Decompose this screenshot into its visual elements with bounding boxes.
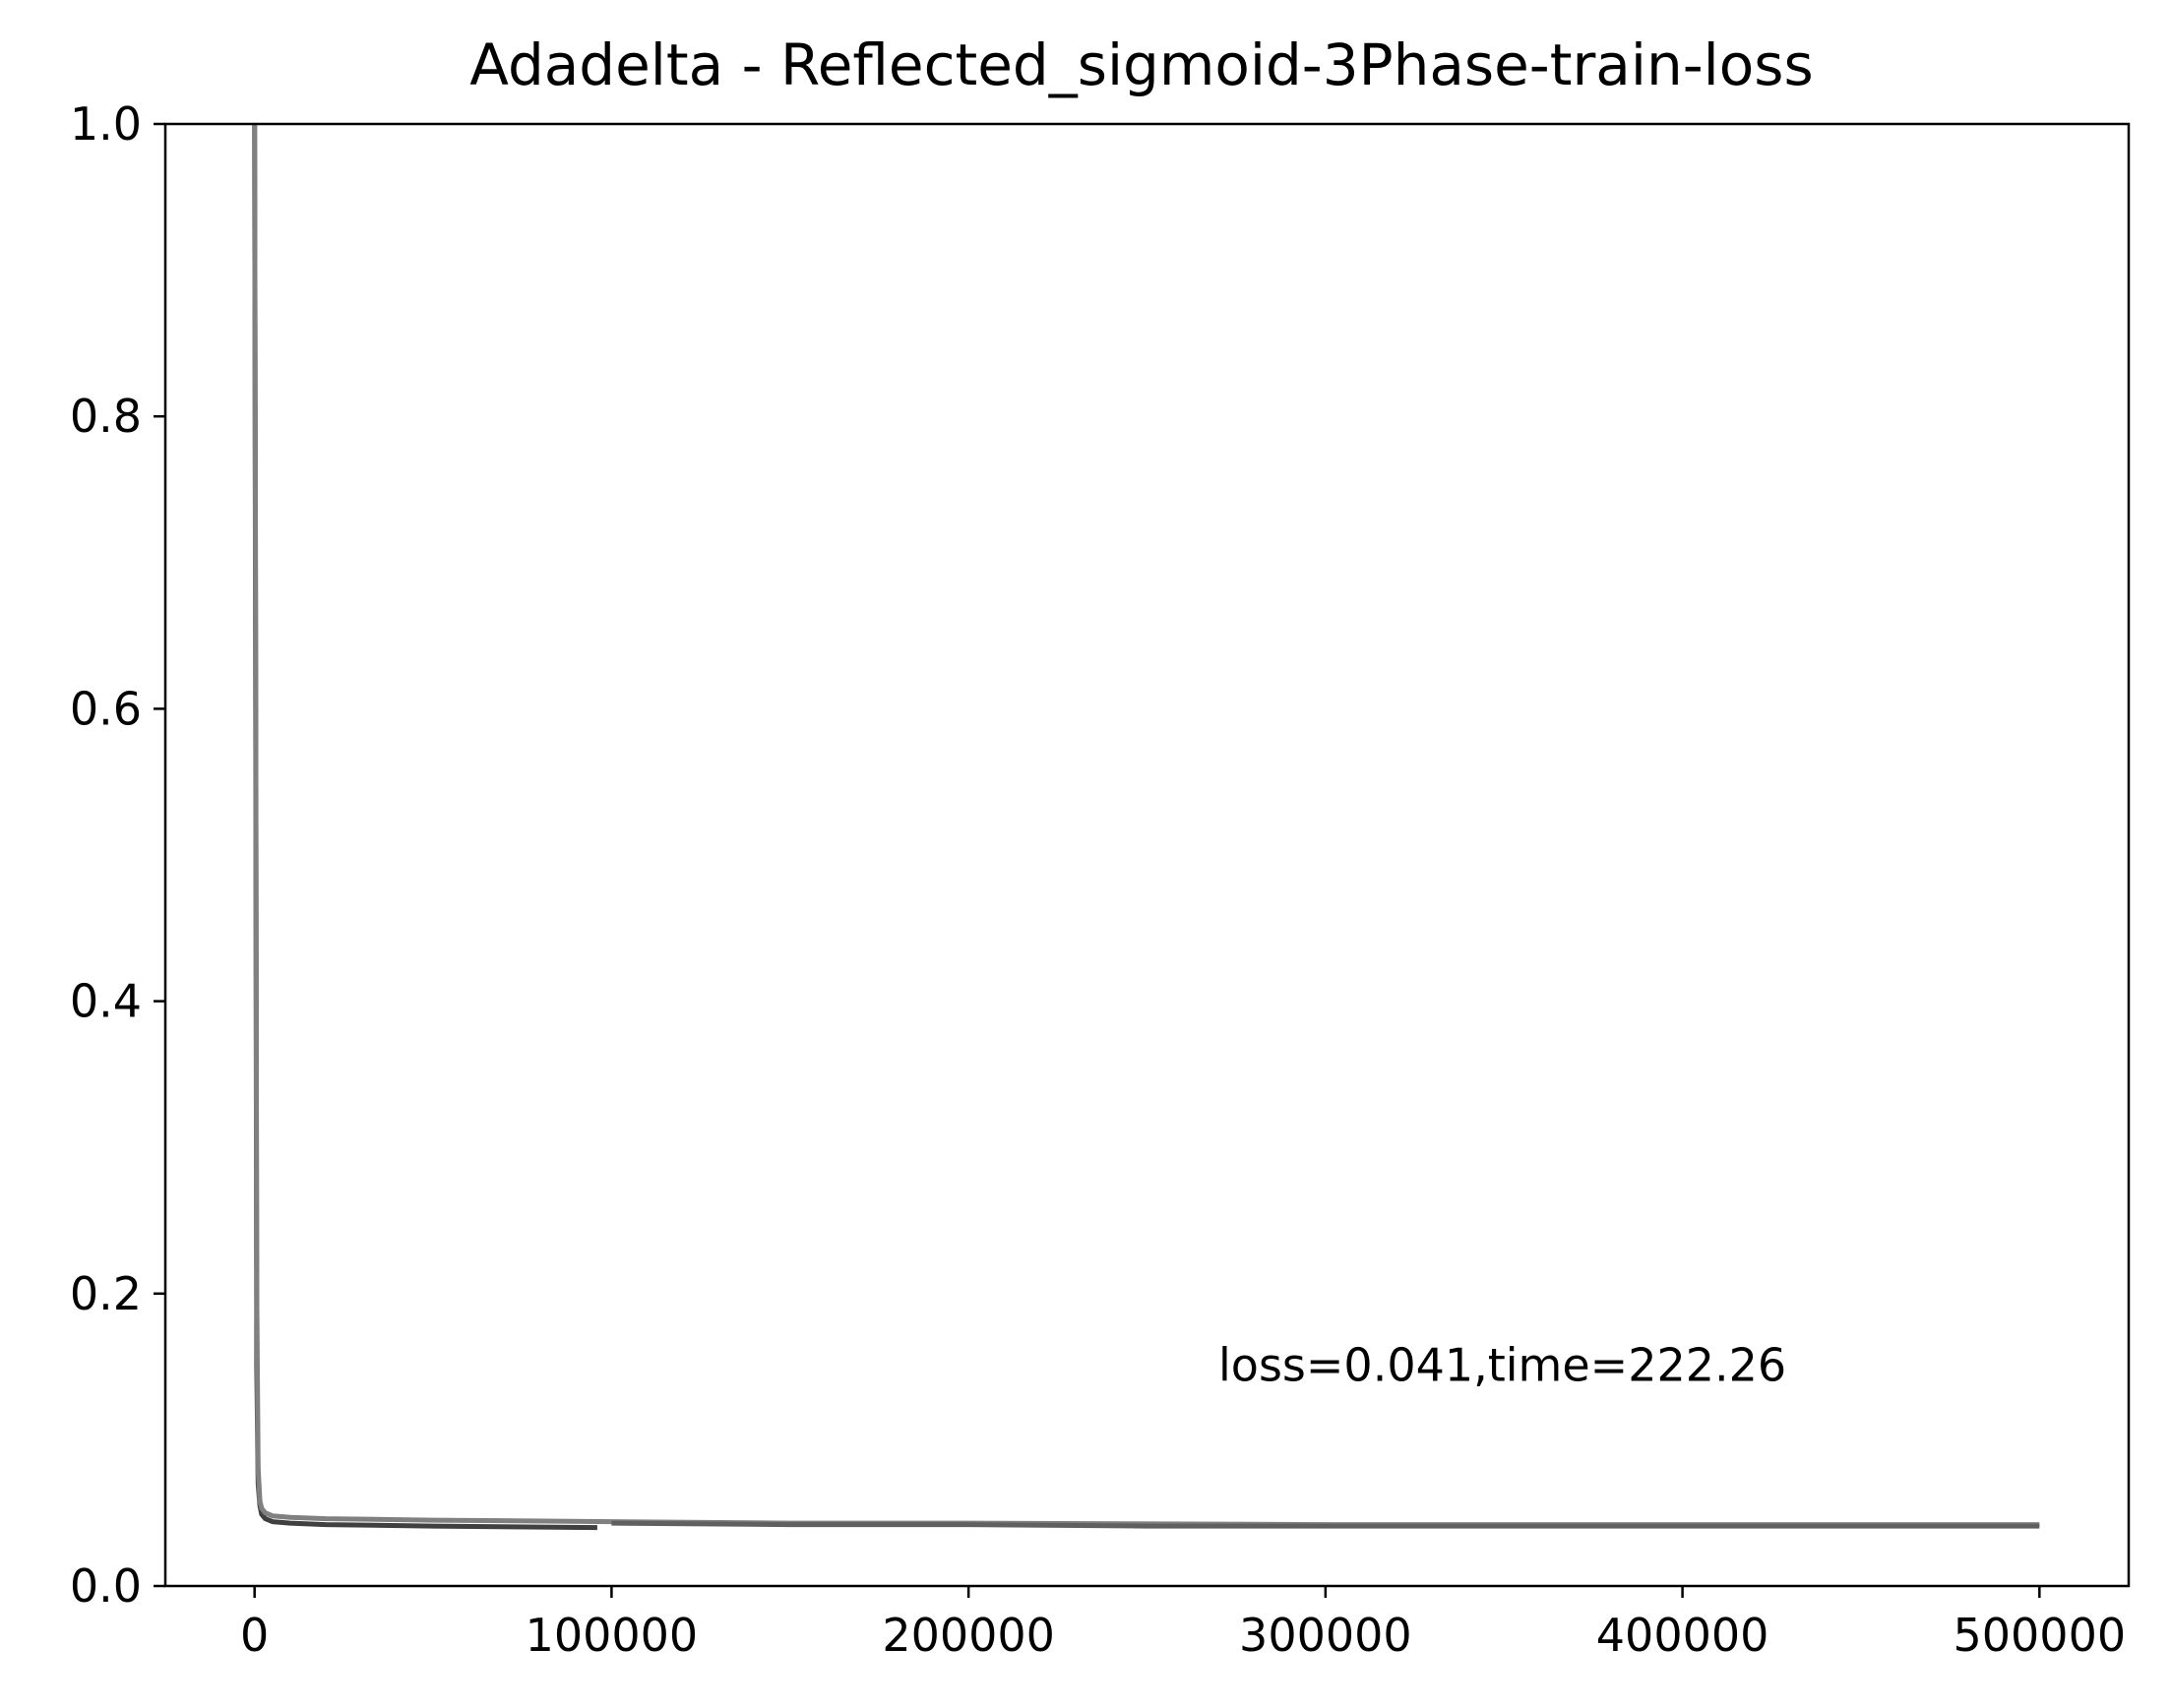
x-tick-label: 200000	[882, 1609, 1055, 1662]
annotations-layer: loss=0.041,time=222.26	[1218, 1338, 1786, 1391]
x-tick-label: 500000	[1954, 1609, 2127, 1662]
x-axis: 0 100000 200000 300000 400000 500000	[240, 1586, 2126, 1662]
y-tick-label: 0.4	[70, 975, 142, 1028]
series-layer	[252, 123, 2040, 1531]
x-tick-label: 0	[240, 1609, 269, 1662]
series-line-3	[611, 1520, 2040, 1529]
loss-time-annotation: loss=0.041,time=222.26	[1218, 1338, 1786, 1391]
x-tick-label: 400000	[1596, 1609, 1769, 1662]
chart-title: Adadelta - Reflected_sigmoid-3Phase-trai…	[469, 31, 1813, 98]
y-tick-label: 0.8	[70, 390, 142, 443]
x-tick-label: 100000	[526, 1609, 699, 1662]
plot-frame	[163, 122, 2131, 1588]
x-tick-label: 300000	[1239, 1609, 1412, 1662]
y-tick-label: 1.0	[70, 97, 142, 151]
y-axis: 0.0 0.2 0.4 0.6 0.8 1.0	[70, 97, 165, 1613]
y-tick-label: 0.2	[70, 1267, 142, 1320]
y-tick-label: 0.0	[70, 1559, 142, 1613]
y-tick-label: 0.6	[70, 682, 142, 735]
